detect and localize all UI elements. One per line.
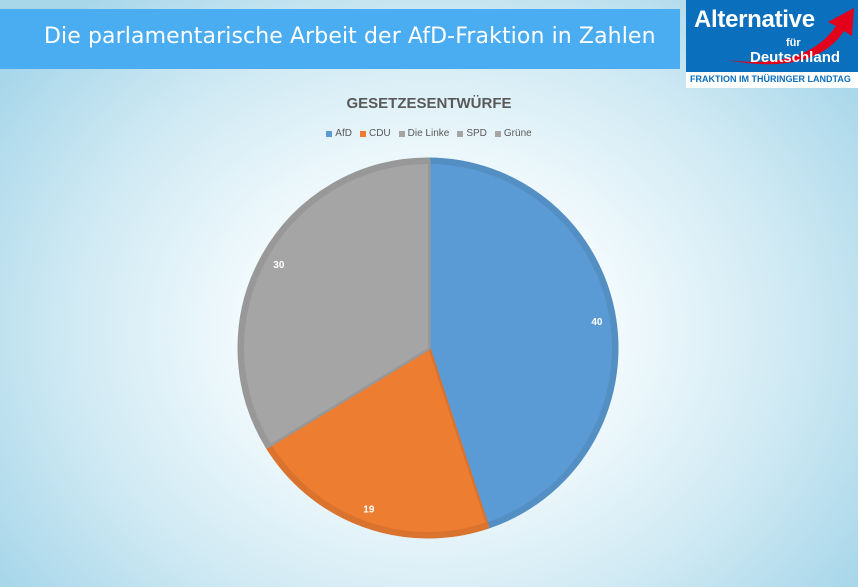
pie-slice-fill-die-linke: [244, 164, 428, 444]
party-logo: Alternative für Deutschland FRAKTION IM …: [686, 0, 858, 88]
legend-swatch-die-linke: [398, 130, 405, 137]
legend-item-cdu: CDU: [359, 128, 391, 139]
legend-label-die-linke: Die Linke: [407, 128, 450, 139]
data-label-die-linke: 30: [273, 260, 285, 271]
logo-text-main: Alternative: [694, 6, 815, 33]
legend-label-cdu: CDU: [368, 128, 391, 139]
legend-swatch-cdu: [359, 130, 366, 137]
logo-text-deutschland: Deutschland: [750, 49, 841, 66]
data-label-cdu: 19: [363, 505, 375, 516]
legend-item-spd: SPD: [457, 128, 487, 139]
legend-swatch-gruene: [494, 130, 501, 137]
legend-swatch-spd: [457, 130, 464, 137]
legend-label-afd: AfD: [335, 128, 352, 139]
pie-slice-fill-cdu: [270, 348, 486, 532]
legend-label-gruene: Grüne: [503, 128, 532, 139]
chart-legend: AfD CDU Die Linke SPD Grüne: [0, 128, 858, 139]
legend-swatch-afd: [326, 130, 333, 137]
logo-arrow-icon: [726, 8, 854, 65]
page-title: Die parlamentarische Arbeit der AfD-Frak…: [44, 24, 656, 49]
legend-item-die-linke: Die Linke: [398, 128, 450, 139]
chart-title: GESETZESENTWÜRFE: [346, 95, 512, 112]
legend-label-spd: SPD: [466, 128, 487, 139]
legend-item-gruene: Grüne: [494, 128, 532, 139]
header-bar: Die parlamentarische Arbeit der AfD-Frak…: [0, 9, 680, 69]
logo-subtitle: FRAKTION IM THÜRINGER LANDTAG: [690, 74, 851, 84]
pie-slice-fill-afd: [428, 164, 613, 523]
data-label-afd: 40: [591, 317, 603, 328]
legend-item-afd: AfD: [326, 128, 352, 139]
logo-text-fuer: für: [786, 37, 801, 49]
